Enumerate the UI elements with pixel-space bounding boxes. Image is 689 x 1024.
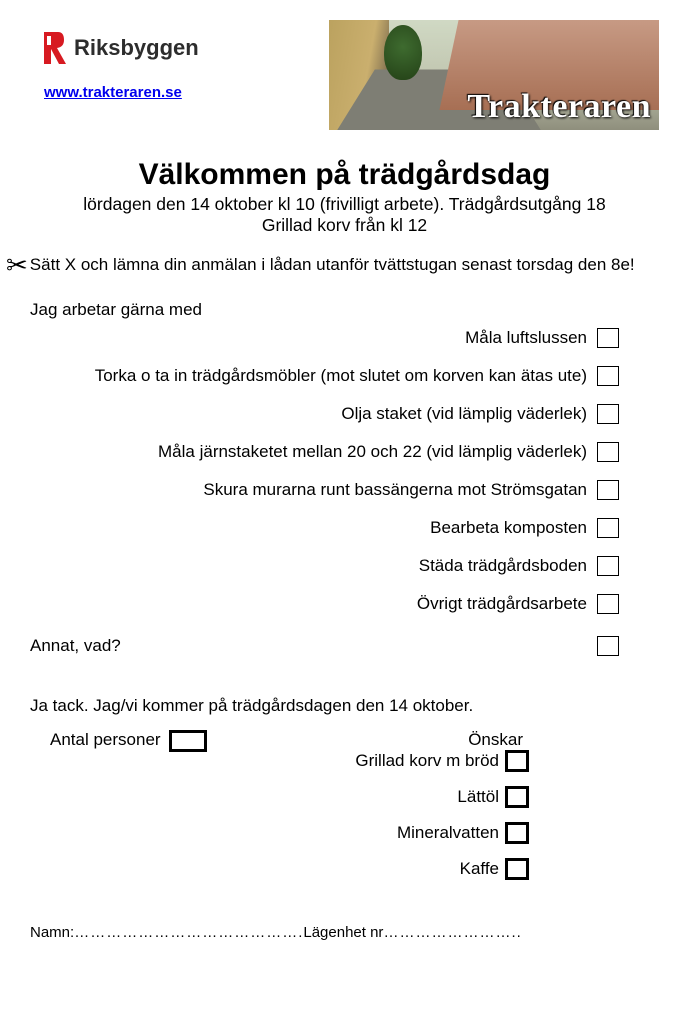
task-label: Skura murarna runt bassängerna mot Ström… <box>203 480 587 500</box>
task-label: Måla järnstaketet mellan 20 och 22 (vid … <box>158 442 587 462</box>
wish-label: Lättöl <box>457 787 499 807</box>
other-label: Annat, vad? <box>30 636 121 656</box>
subtitle-2: Grillad korv från kl 12 <box>30 215 659 236</box>
other-checkbox[interactable] <box>597 636 619 656</box>
cut-line: ✂ Sätt X och lämna din anmälan i lådan u… <box>30 252 659 278</box>
persons-box[interactable] <box>169 730 207 752</box>
bottom-grid: Antal personer Önskar Grillad korv m brö… <box>30 730 659 880</box>
riksbyggen-logo-icon <box>40 30 68 66</box>
header-photo: Trakteraren <box>329 20 659 130</box>
wish-checkbox[interactable] <box>505 786 529 808</box>
photo-overlay-text: Trakteraren <box>467 88 651 126</box>
name-label: Namn: <box>30 924 74 941</box>
task-row: Olja staket (vid lämplig väderlek) <box>30 404 659 424</box>
wish-label: Kaffe <box>460 859 499 879</box>
wish-row: Grillad korv m bröd <box>355 750 529 772</box>
task-row: Städa trädgårdsboden <box>30 556 659 576</box>
wish-title: Önskar <box>468 730 523 750</box>
task-row: Måla järnstaketet mellan 20 och 22 (vid … <box>30 442 659 462</box>
task-label: Olja staket (vid lämplig väderlek) <box>341 404 587 424</box>
wish-checkbox[interactable] <box>505 750 529 772</box>
task-checkbox[interactable] <box>597 480 619 500</box>
task-row: Torka o ta in trädgårdsmöbler (mot slute… <box>30 366 659 386</box>
logo-text: Riksbyggen <box>74 35 199 61</box>
task-label: Övrigt trädgårdsarbete <box>417 594 587 614</box>
task-list: Måla luftslussen Torka o ta in trädgårds… <box>30 328 659 614</box>
task-row: Övrigt trädgårdsarbete <box>30 594 659 614</box>
task-checkbox[interactable] <box>597 328 619 348</box>
task-row: Bearbeta komposten <box>30 518 659 538</box>
name-dots[interactable]: ……………………………………. <box>74 924 303 941</box>
other-row: Annat, vad? <box>30 636 659 656</box>
work-intro: Jag arbetar gärna med <box>30 300 659 320</box>
wish-row: Mineralvatten <box>397 822 529 844</box>
wish-checkbox[interactable] <box>505 858 529 880</box>
task-row: Måla luftslussen <box>30 328 659 348</box>
task-checkbox[interactable] <box>597 404 619 424</box>
task-checkbox[interactable] <box>597 366 619 386</box>
wishes-block: Önskar Grillad korv m bröd Lättöl Minera… <box>355 730 659 880</box>
page: Riksbyggen www.trakteraren.se Trakterare… <box>0 0 689 1024</box>
instruction-text: Sätt X och lämna din anmälan i lådan uta… <box>30 255 635 275</box>
title-block: Välkommen på trädgårdsdag lördagen den 1… <box>30 158 659 236</box>
wish-row: Lättöl <box>457 786 529 808</box>
header: Riksbyggen www.trakteraren.se Trakterare… <box>30 20 659 130</box>
apt-label: Lägenhet nr <box>303 924 383 941</box>
task-checkbox[interactable] <box>597 594 619 614</box>
logo: Riksbyggen <box>40 30 199 66</box>
page-title: Välkommen på trädgårdsdag <box>30 158 659 192</box>
apt-dots[interactable]: …………………….. <box>383 924 521 941</box>
logo-block: Riksbyggen www.trakteraren.se <box>30 20 199 101</box>
wish-label: Mineralvatten <box>397 823 499 843</box>
persons-label: Antal personer <box>50 730 161 750</box>
task-checkbox[interactable] <box>597 518 619 538</box>
confirm-text: Ja tack. Jag/vi kommer på trädgårdsdagen… <box>30 696 659 716</box>
persons-block: Antal personer <box>30 730 207 880</box>
wish-checkbox[interactable] <box>505 822 529 844</box>
task-label: Bearbeta komposten <box>430 518 587 538</box>
task-row: Skura murarna runt bassängerna mot Ström… <box>30 480 659 500</box>
subtitle-1: lördagen den 14 oktober kl 10 (frivillig… <box>30 194 659 215</box>
wish-row: Kaffe <box>460 858 529 880</box>
task-label: Städa trädgårdsboden <box>419 556 587 576</box>
scissors-icon: ✂ <box>6 252 28 278</box>
wish-label: Grillad korv m bröd <box>355 751 499 771</box>
task-checkbox[interactable] <box>597 442 619 462</box>
task-label: Torka o ta in trädgårdsmöbler (mot slute… <box>95 366 587 386</box>
website-link[interactable]: www.trakteraren.se <box>40 84 199 101</box>
task-label: Måla luftslussen <box>465 328 587 348</box>
name-line: Namn:…………………………………….Lägenhet nr…………………….… <box>30 924 659 941</box>
task-checkbox[interactable] <box>597 556 619 576</box>
